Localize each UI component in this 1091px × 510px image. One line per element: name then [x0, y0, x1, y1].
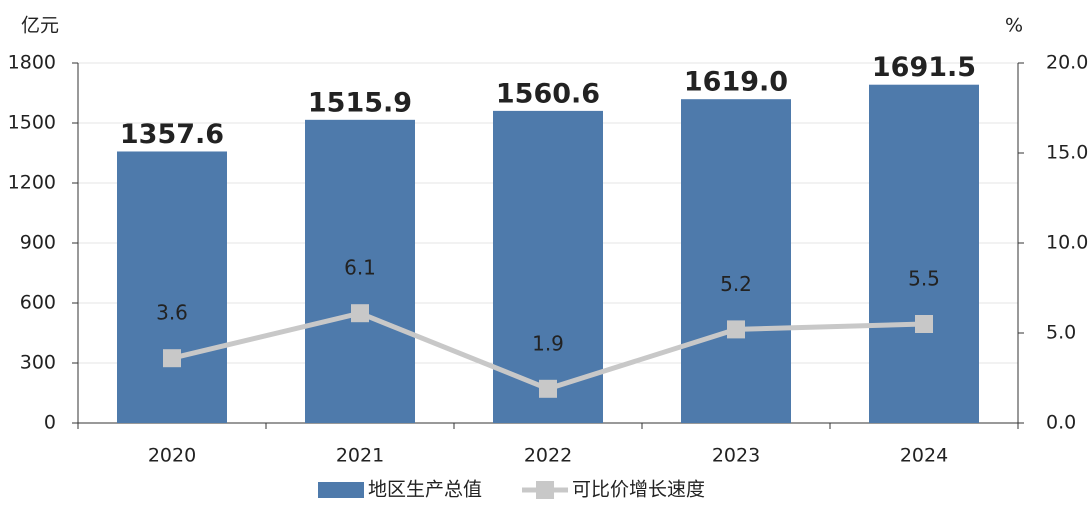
y-tick-label: 600: [20, 292, 56, 314]
y2-axis-label: %: [1005, 15, 1023, 37]
y2-tick-label: 20.0: [1046, 52, 1088, 74]
bar-value-label: 1560.6: [496, 78, 600, 109]
line-marker: [915, 315, 933, 333]
y-tick-label: 300: [20, 352, 56, 374]
bar: [493, 110, 603, 423]
bar: [305, 119, 415, 423]
x-tick-label: 2020: [148, 445, 196, 467]
y-tick-label: 1200: [8, 172, 56, 194]
x-tick-label: 2024: [900, 445, 948, 467]
line-value-label: 5.2: [720, 272, 752, 296]
y2-tick-label: 0.0: [1046, 412, 1076, 434]
legend-swatch-marker: [536, 481, 555, 499]
bar-value-label: 1691.5: [872, 52, 976, 83]
y-tick-label: 900: [20, 232, 56, 254]
y-axis-label: 亿元: [21, 15, 59, 37]
x-tick-label: 2023: [712, 445, 760, 467]
line-marker: [539, 379, 557, 398]
legend-label: 可比价增长速度: [572, 479, 705, 501]
bar: [117, 151, 227, 424]
bar-value-label: 1357.6: [120, 119, 224, 150]
line-marker: [727, 320, 745, 339]
bar: [869, 84, 979, 423]
x-tick-label: 2022: [524, 445, 572, 467]
legend-label: 地区生产总值: [368, 479, 482, 501]
line-marker: [351, 304, 369, 323]
y-tick-label: 1800: [8, 52, 56, 74]
line-value-label: 1.9: [532, 331, 564, 355]
bar-value-label: 1619.0: [684, 67, 788, 98]
y-tick-label: 0: [44, 412, 56, 434]
bar-value-label: 1515.9: [308, 87, 412, 118]
y2-tick-label: 10.0: [1046, 232, 1088, 254]
line-value-label: 5.5: [908, 267, 940, 291]
line-value-label: 6.1: [344, 256, 376, 280]
y-tick-label: 1500: [8, 112, 56, 134]
line-marker: [163, 349, 181, 368]
legend-swatch: [318, 482, 364, 498]
bar: [681, 99, 791, 423]
line-value-label: 3.6: [156, 301, 188, 325]
y2-tick-label: 5.0: [1046, 322, 1076, 344]
x-tick-label: 2021: [336, 445, 384, 467]
y2-tick-label: 15.0: [1046, 142, 1088, 164]
